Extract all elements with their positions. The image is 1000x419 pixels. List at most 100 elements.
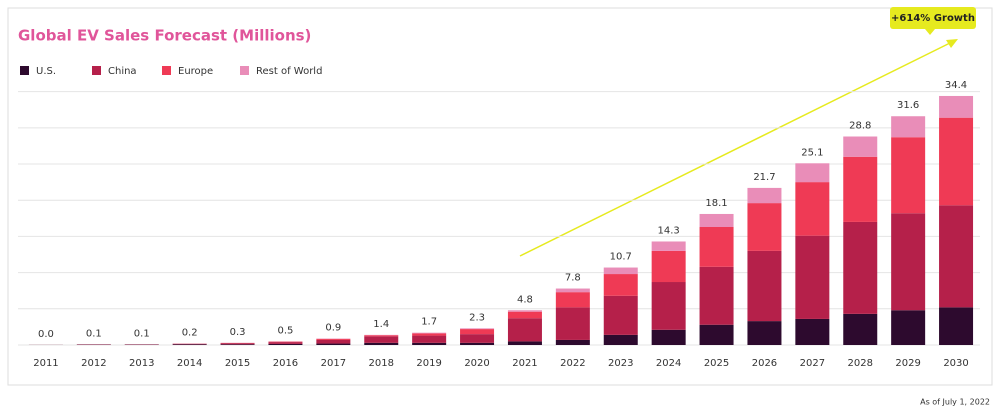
x-tick-label: 2011 [33,358,58,369]
x-tick-label: 2020 [464,358,489,369]
bar-segment [891,310,925,345]
x-tick-label: 2014 [177,358,202,369]
x-tick-label: 2024 [656,358,681,369]
bar-segment [268,342,302,344]
bar-segment [747,251,781,321]
bar-segment [652,330,686,345]
total-label: 21.7 [753,172,775,183]
bar-segment [460,328,494,329]
x-tick-label: 2025 [704,358,729,369]
total-label: 18.1 [705,198,727,209]
bar-segment [556,292,590,307]
bar-segment [891,213,925,310]
total-label: 0.0 [38,329,54,340]
callout-tail [925,29,935,35]
bar-segment [364,335,398,336]
bar-segment [700,214,734,227]
total-label: 25.1 [801,147,823,158]
x-tick-label: 2021 [512,358,537,369]
bar-segment [747,188,781,203]
x-tick-label: 2019 [416,358,441,369]
x-tick-label: 2016 [273,358,298,369]
bar-segment [508,341,542,345]
bar-segment [412,336,446,343]
legend-swatch [92,66,101,75]
bar-segment [173,344,207,345]
total-label: 2.3 [469,312,485,323]
bar-segment [412,333,446,334]
bar-segment [652,241,686,250]
total-label: 34.4 [945,80,967,91]
legend-swatch [162,66,171,75]
total-label: 0.1 [134,328,150,339]
bar-segment [604,335,638,345]
footnote: As of July 1, 2022 [920,398,990,407]
bar-segment [700,227,734,267]
bar-segment [843,157,877,222]
total-label: 4.8 [517,294,533,305]
x-tick-label: 2012 [81,358,106,369]
x-tick-label: 2026 [752,358,777,369]
total-label: 0.2 [182,328,198,339]
growth-arrow [520,42,952,256]
legend-swatch [20,66,29,75]
bar-segment [556,340,590,345]
total-label: 10.7 [610,252,632,263]
bar-segment [843,222,877,314]
legend-label: China [108,66,137,77]
bar-segment [747,321,781,345]
bar-segment [939,307,973,345]
bar-segment [795,163,829,182]
bar-segment [700,267,734,325]
total-label: 31.6 [897,100,919,111]
bar-segment [795,182,829,236]
total-label: 0.3 [230,327,246,338]
x-tick-label: 2030 [943,358,968,369]
bar-segment [556,307,590,340]
total-label: 1.4 [373,319,389,330]
bar-segment [652,251,686,282]
bar-segment [604,296,638,335]
bar-segment [939,96,973,118]
bar-segment [316,344,350,345]
x-tick-label: 2028 [848,358,873,369]
x-tick-label: 2018 [369,358,394,369]
x-tick-label: 2017 [321,358,346,369]
bar-segment [508,310,542,311]
x-tick-label: 2013 [129,358,154,369]
total-label: 28.8 [849,121,871,132]
bar-segment [460,343,494,345]
bar-segment [412,343,446,345]
x-tick-label: 2022 [560,358,585,369]
bar-segment [604,268,638,275]
bar-segment [268,344,302,345]
bar-segment [843,314,877,345]
bar-segment [364,343,398,345]
bar-segment [316,339,350,340]
bar-segment [939,118,973,206]
bar-segment [891,116,925,137]
bar-segment [173,344,207,345]
x-tick-label: 2015 [225,358,250,369]
x-tick-label: 2027 [800,358,825,369]
bar-segment [700,325,734,345]
legend-label: Rest of World [256,66,322,77]
total-label: 0.5 [277,325,293,336]
total-label: 7.8 [565,273,581,284]
bar-segment [652,282,686,330]
total-label: 1.7 [421,317,437,328]
bar-segment [268,342,302,343]
bar-segment [412,333,446,335]
bar-segment [508,318,542,341]
bar-segment [747,203,781,251]
legend-label: Europe [178,66,213,77]
bar-segment [460,329,494,334]
bar-segment [939,205,973,307]
legend-swatch [240,66,249,75]
bar-segment [604,274,638,296]
bar-segment [364,336,398,343]
annotation: +614% Growth [891,13,975,24]
bar-segment [795,319,829,345]
chart-title: Global EV Sales Forecast (Millions) [18,27,311,45]
